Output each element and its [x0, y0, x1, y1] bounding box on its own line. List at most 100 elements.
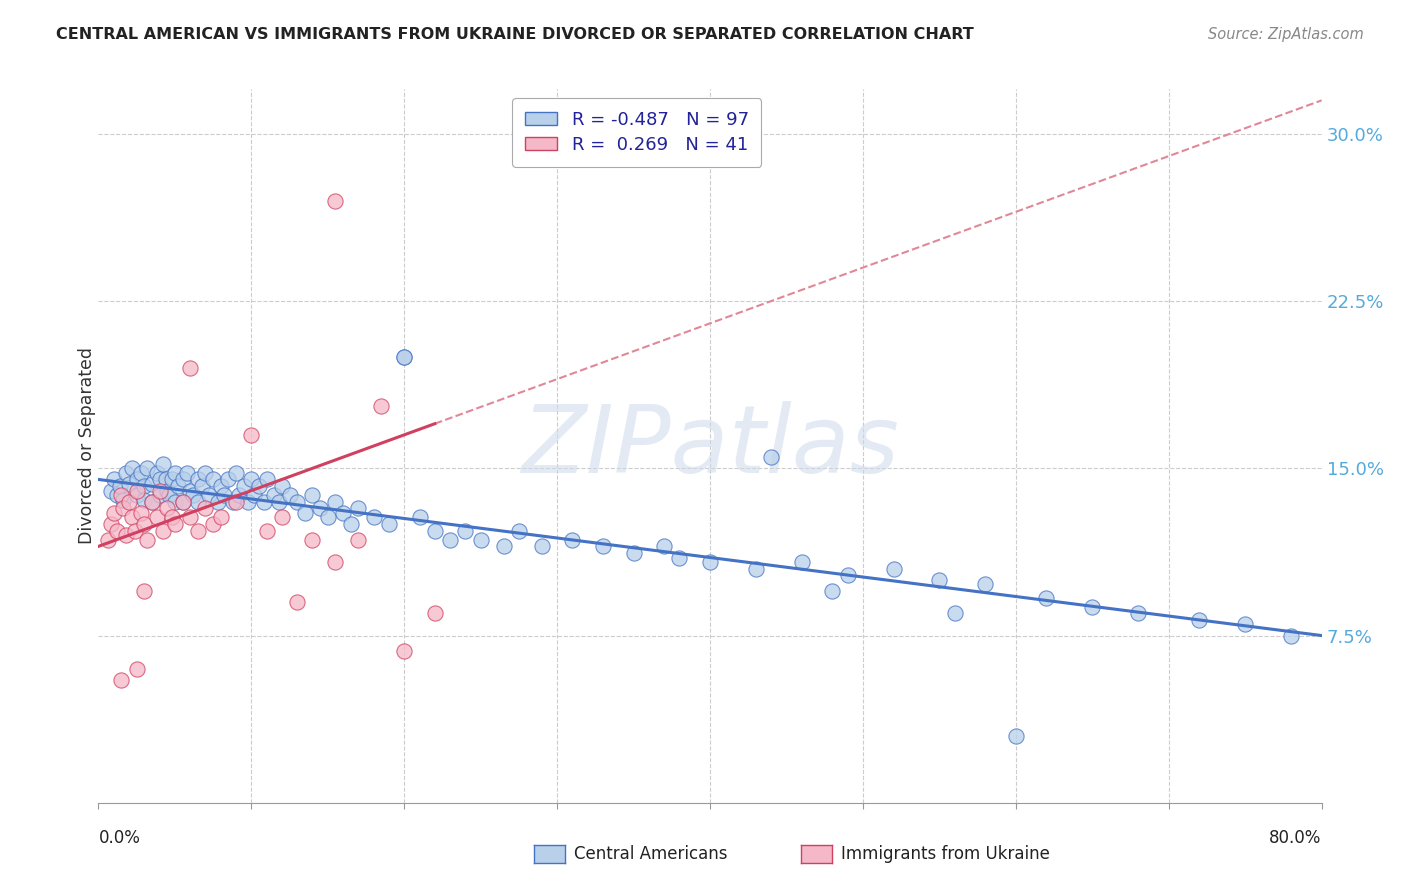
- Point: [163, 494, 186, 508]
- Point: [325, 555, 347, 569]
- Point: [152, 457, 174, 471]
- Point: [392, 350, 416, 364]
- Point: [837, 568, 859, 582]
- Point: [179, 360, 201, 375]
- Point: [439, 533, 461, 547]
- Point: [1188, 613, 1211, 627]
- Point: [301, 533, 323, 547]
- Point: [225, 494, 247, 508]
- Point: [370, 399, 392, 413]
- Point: [179, 510, 201, 524]
- Point: [191, 479, 214, 493]
- Point: [160, 473, 183, 487]
- Point: [187, 494, 209, 508]
- Point: [270, 479, 292, 493]
- Point: [1279, 628, 1302, 642]
- Point: [592, 539, 614, 553]
- Point: [152, 524, 174, 538]
- Point: [194, 501, 217, 516]
- Point: [821, 583, 844, 598]
- Point: [256, 524, 278, 538]
- Point: [176, 466, 198, 480]
- Y-axis label: Divorced or Separated: Divorced or Separated: [79, 348, 96, 544]
- Point: [97, 533, 120, 547]
- Point: [240, 427, 263, 442]
- Point: [423, 607, 446, 621]
- Point: [115, 528, 138, 542]
- Point: [1081, 599, 1104, 614]
- Point: [125, 483, 148, 498]
- Point: [125, 488, 148, 502]
- Point: [157, 488, 180, 502]
- Point: [301, 488, 323, 502]
- Point: [134, 517, 156, 532]
- Point: [202, 473, 225, 487]
- Point: [141, 494, 163, 508]
- Legend: R = -0.487   N = 97, R =  0.269   N = 41: R = -0.487 N = 97, R = 0.269 N = 41: [512, 98, 761, 167]
- Point: [217, 473, 239, 487]
- Point: [363, 510, 385, 524]
- Point: [134, 479, 156, 493]
- Point: [194, 466, 217, 480]
- Point: [392, 644, 416, 658]
- Point: [179, 483, 201, 498]
- Point: [454, 524, 477, 538]
- Point: [974, 577, 997, 591]
- Point: [270, 510, 292, 524]
- Point: [110, 488, 132, 502]
- Point: [339, 517, 361, 532]
- Point: [561, 533, 583, 547]
- Point: [136, 461, 159, 475]
- Point: [134, 492, 156, 507]
- Point: [172, 494, 194, 508]
- Point: [125, 662, 148, 676]
- Point: [118, 476, 141, 491]
- Point: [145, 510, 167, 524]
- Point: [105, 488, 128, 502]
- Point: [100, 483, 122, 498]
- Point: [181, 488, 204, 502]
- Point: [790, 555, 813, 569]
- Point: [294, 506, 316, 520]
- Text: Source: ZipAtlas.com: Source: ZipAtlas.com: [1208, 27, 1364, 42]
- Point: [187, 473, 209, 487]
- Point: [243, 488, 266, 502]
- Point: [163, 466, 186, 480]
- Text: Central Americans: Central Americans: [574, 845, 727, 863]
- Point: [149, 488, 172, 502]
- Point: [167, 479, 190, 493]
- Point: [108, 479, 131, 493]
- Point: [197, 488, 219, 502]
- Point: [121, 461, 143, 475]
- Point: [392, 350, 416, 364]
- Point: [247, 479, 270, 493]
- Point: [149, 473, 172, 487]
- Point: [759, 450, 782, 465]
- Point: [652, 539, 675, 553]
- Point: [156, 483, 179, 498]
- Point: [347, 501, 370, 516]
- Point: [115, 466, 138, 480]
- Point: [129, 466, 152, 480]
- Point: [883, 562, 905, 576]
- Point: [347, 533, 370, 547]
- Point: [149, 483, 172, 498]
- Point: [492, 539, 515, 553]
- Point: [285, 595, 308, 609]
- Point: [156, 501, 179, 516]
- Point: [155, 473, 177, 487]
- Point: [408, 510, 430, 524]
- Point: [928, 573, 950, 587]
- Point: [332, 506, 354, 520]
- Point: [252, 494, 274, 508]
- Point: [202, 517, 225, 532]
- Point: [172, 473, 194, 487]
- Point: [163, 517, 186, 532]
- Point: [129, 506, 152, 520]
- Point: [530, 539, 553, 553]
- Point: [145, 466, 167, 480]
- Point: [1004, 729, 1026, 743]
- Point: [209, 479, 232, 493]
- Point: [470, 533, 492, 547]
- Point: [207, 494, 229, 508]
